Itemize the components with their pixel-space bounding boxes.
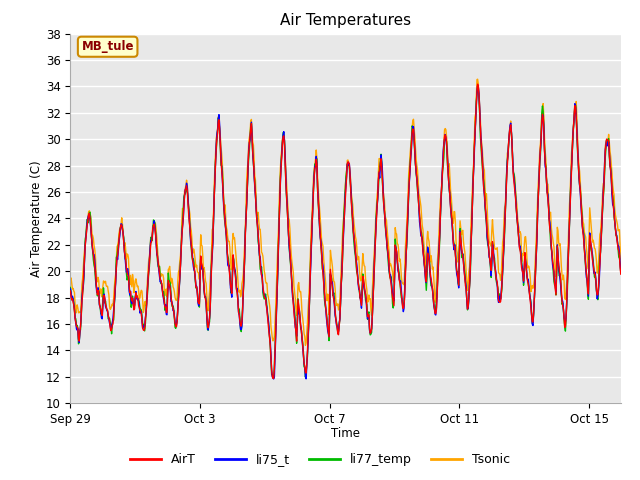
Line: li77_temp: li77_temp xyxy=(70,87,621,378)
li75_t xyxy=(474,83,481,88)
Legend: AirT, li75_t, li77_temp, Tsonic: AirT, li75_t, li77_temp, Tsonic xyxy=(125,448,515,471)
li75_t xyxy=(67,286,74,292)
Title: Air Temperatures: Air Temperatures xyxy=(280,13,411,28)
li77_temp xyxy=(352,262,360,267)
li75_t xyxy=(489,241,497,247)
li77_temp xyxy=(270,375,278,381)
li75_t xyxy=(141,324,148,329)
AirT xyxy=(178,234,186,240)
Tsonic xyxy=(301,342,309,348)
AirT xyxy=(352,258,360,264)
AirT xyxy=(269,375,277,381)
Tsonic xyxy=(141,299,148,305)
Y-axis label: Air Temperature (C): Air Temperature (C) xyxy=(30,160,43,276)
li77_temp xyxy=(617,270,625,276)
li77_temp xyxy=(141,328,148,334)
li77_temp xyxy=(129,301,137,307)
Tsonic xyxy=(617,256,625,262)
li77_temp xyxy=(67,285,74,290)
Tsonic xyxy=(399,281,406,287)
Line: AirT: AirT xyxy=(70,84,621,378)
li75_t xyxy=(270,376,278,382)
li75_t xyxy=(399,303,406,309)
AirT xyxy=(474,81,481,87)
Tsonic xyxy=(67,278,74,284)
AirT xyxy=(617,271,625,277)
AirT xyxy=(399,305,406,311)
li77_temp xyxy=(489,240,497,246)
Tsonic xyxy=(474,76,481,82)
Line: li75_t: li75_t xyxy=(70,85,621,379)
li75_t xyxy=(129,299,137,305)
li77_temp xyxy=(399,301,406,307)
Tsonic xyxy=(489,217,497,223)
Tsonic xyxy=(352,237,360,242)
li75_t xyxy=(178,231,186,237)
Line: Tsonic: Tsonic xyxy=(70,79,621,345)
li77_temp xyxy=(178,231,186,237)
li77_temp xyxy=(474,84,481,90)
X-axis label: Time: Time xyxy=(331,427,360,440)
Text: MB_tule: MB_tule xyxy=(81,40,134,53)
Tsonic xyxy=(178,218,186,224)
li75_t xyxy=(617,269,625,275)
Tsonic xyxy=(129,276,137,282)
AirT xyxy=(489,239,497,244)
AirT xyxy=(141,325,148,331)
AirT xyxy=(129,301,137,307)
li75_t xyxy=(352,255,360,261)
AirT xyxy=(67,288,74,294)
